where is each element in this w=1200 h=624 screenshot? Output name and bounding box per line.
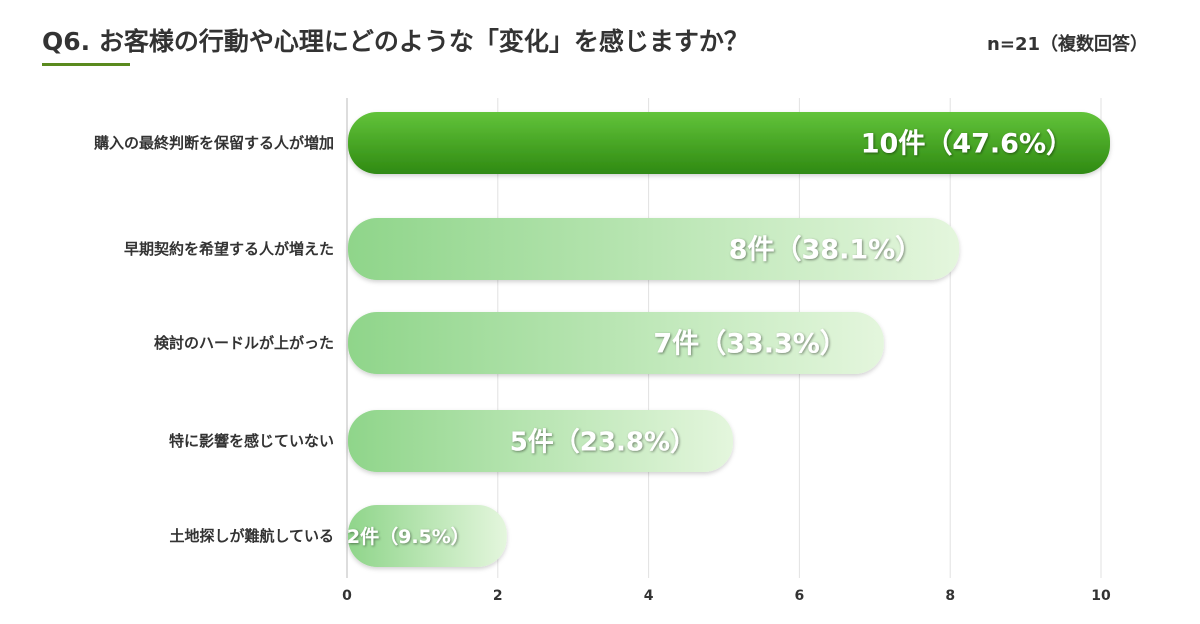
bar bbox=[348, 505, 507, 567]
chart-title: Q6. お客様の行動や心理にどのような「変化」を感じますか？ bbox=[42, 27, 749, 56]
x-tick-label: 4 bbox=[644, 588, 654, 604]
bar-value-label: 5件（23.8%） bbox=[510, 427, 696, 457]
x-tick-label: 6 bbox=[795, 588, 805, 604]
category-label: 特に影響を感じていない bbox=[169, 432, 334, 450]
bar bbox=[348, 218, 960, 280]
bar-value-label: 7件（33.3%） bbox=[653, 329, 846, 360]
bar-value-label: 2件（9.5%） bbox=[347, 525, 470, 548]
category-label: 土地探しが難航している bbox=[169, 527, 334, 545]
bar-value-label: 10件（47.6%） bbox=[861, 129, 1073, 160]
bar bbox=[348, 312, 884, 374]
bar bbox=[348, 112, 1110, 174]
x-tick-label: 8 bbox=[945, 588, 955, 604]
category-label: 早期契約を希望する人が増えた bbox=[124, 240, 334, 258]
bar bbox=[348, 410, 733, 472]
sample-size-note: n=21（複数回答） bbox=[987, 34, 1148, 55]
category-labels: 購入の最終判断を保留する人が増加早期契約を希望する人が増えた検討のハードルが上が… bbox=[93, 134, 334, 545]
x-tick-label: 0 bbox=[342, 588, 352, 604]
title-underline bbox=[42, 63, 130, 66]
chart-bars: 10件（47.6%） 8件（38.1%） 7件（33.3%） 5件（23.8%） 2件（… bbox=[347, 112, 1110, 567]
x-tick-label: 2 bbox=[493, 588, 503, 604]
x-axis-ticks: 0 2 4 6 8 10 bbox=[342, 588, 1111, 604]
bar-value-label: 8件（38.1%） bbox=[729, 235, 922, 266]
category-label: 購入の最終判断を保留する人が増加 bbox=[93, 134, 334, 152]
x-tick-label: 10 bbox=[1091, 588, 1111, 604]
category-label: 検討のハードルが上がった bbox=[154, 334, 334, 352]
